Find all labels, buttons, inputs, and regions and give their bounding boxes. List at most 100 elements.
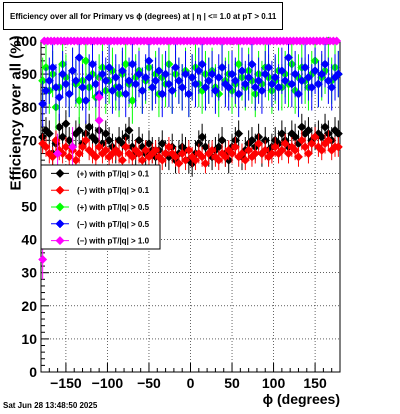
data-point — [260, 145, 270, 155]
data-point — [38, 99, 48, 109]
data-point — [224, 82, 234, 92]
data-point — [137, 155, 147, 165]
data-point — [161, 148, 171, 159]
data-point — [167, 86, 177, 96]
y-tick-label: 10 — [21, 331, 37, 347]
data-point — [247, 135, 257, 145]
data-point — [303, 148, 313, 159]
data-point — [124, 125, 134, 135]
data-point — [190, 155, 201, 165]
data-point — [74, 125, 84, 135]
data-point — [54, 92, 64, 102]
x-tick-label: −150 — [50, 375, 82, 391]
data-point — [317, 69, 327, 79]
data-point — [303, 125, 313, 135]
y-axis-label: Efficiency over all (%) — [7, 35, 25, 191]
data-point — [134, 69, 144, 79]
data-point — [48, 62, 58, 73]
axis-tick-labels: 0 10 20 30 40 50 60 70 80 90 100 −150 −100 −50 0 50 100 1… — [14, 33, 327, 391]
legend-label: (−) with pT/|q| > 1.0 — [77, 237, 150, 246]
x-tick-label: −50 — [137, 375, 161, 391]
data-point — [157, 89, 167, 99]
data-point — [127, 152, 137, 162]
data-point — [91, 79, 101, 89]
data-point — [283, 148, 294, 159]
data-point — [53, 148, 63, 159]
data-point — [307, 139, 317, 149]
x-axis-label: ϕ (degrees) — [262, 391, 340, 407]
data-point — [227, 69, 237, 79]
data-point — [307, 82, 317, 92]
data-point — [290, 69, 300, 79]
data-point — [200, 82, 211, 92]
data-point — [124, 76, 134, 86]
data-point — [297, 76, 307, 86]
data-point — [170, 152, 181, 162]
x-tick-label: 100 — [262, 375, 286, 391]
data-point — [194, 66, 204, 76]
data-point — [277, 145, 287, 155]
data-point — [244, 145, 254, 155]
data-point — [200, 158, 211, 169]
series-group — [38, 41, 343, 128]
y-tick-label: 50 — [21, 199, 37, 215]
legend: (+) with pT/|q| > 0.1 (−) with pT/|q| > 0… — [40, 164, 161, 250]
data-point — [293, 89, 304, 99]
data-point — [237, 148, 247, 159]
data-point — [61, 79, 71, 89]
data-point — [177, 148, 187, 159]
data-point — [131, 79, 141, 89]
data-point — [300, 142, 310, 152]
data-point — [287, 79, 297, 89]
data-point — [310, 66, 320, 76]
y-tick-label: 30 — [21, 265, 37, 281]
data-point — [64, 152, 74, 162]
data-point — [267, 148, 277, 159]
data-point — [94, 115, 104, 125]
legend-label: (−) with pT/|q| > 0.5 — [77, 220, 150, 229]
data-point — [44, 76, 54, 86]
data-point — [327, 82, 337, 92]
data-point — [254, 139, 264, 149]
data-point — [84, 122, 94, 132]
x-tick-label: 50 — [224, 375, 240, 391]
data-point — [91, 152, 101, 162]
data-point — [197, 132, 207, 142]
x-tick-label: −100 — [92, 375, 124, 391]
data-point — [121, 142, 131, 152]
data-point — [214, 155, 224, 165]
title-box: Efficiency over all for Primary vs ϕ (de… — [3, 2, 283, 30]
y-tick-label: 100 — [14, 33, 38, 49]
data-point — [217, 62, 227, 73]
data-point — [127, 96, 137, 106]
data-point — [303, 72, 313, 82]
data-point — [257, 86, 267, 96]
data-point — [68, 142, 78, 152]
data-point — [234, 59, 244, 69]
y-tick-label: 80 — [21, 99, 37, 115]
data-point — [234, 89, 244, 99]
data-point — [174, 76, 184, 86]
data-point — [114, 82, 124, 92]
data-point — [190, 79, 201, 89]
data-point — [187, 72, 197, 82]
data-point — [317, 145, 327, 155]
data-point — [157, 155, 167, 165]
data-point — [204, 76, 214, 86]
data-point — [81, 56, 91, 66]
data-point — [240, 155, 250, 165]
data-point — [300, 62, 310, 73]
data-point — [210, 86, 220, 96]
data-point — [174, 158, 184, 169]
data-point — [44, 129, 54, 139]
data-point — [270, 72, 280, 82]
data-point — [240, 79, 250, 89]
data-point — [127, 59, 137, 69]
y-tick-label: 0 — [29, 364, 37, 380]
data-point — [207, 145, 217, 155]
data-point — [51, 82, 61, 92]
data-point — [151, 145, 161, 155]
data-point — [61, 142, 71, 152]
